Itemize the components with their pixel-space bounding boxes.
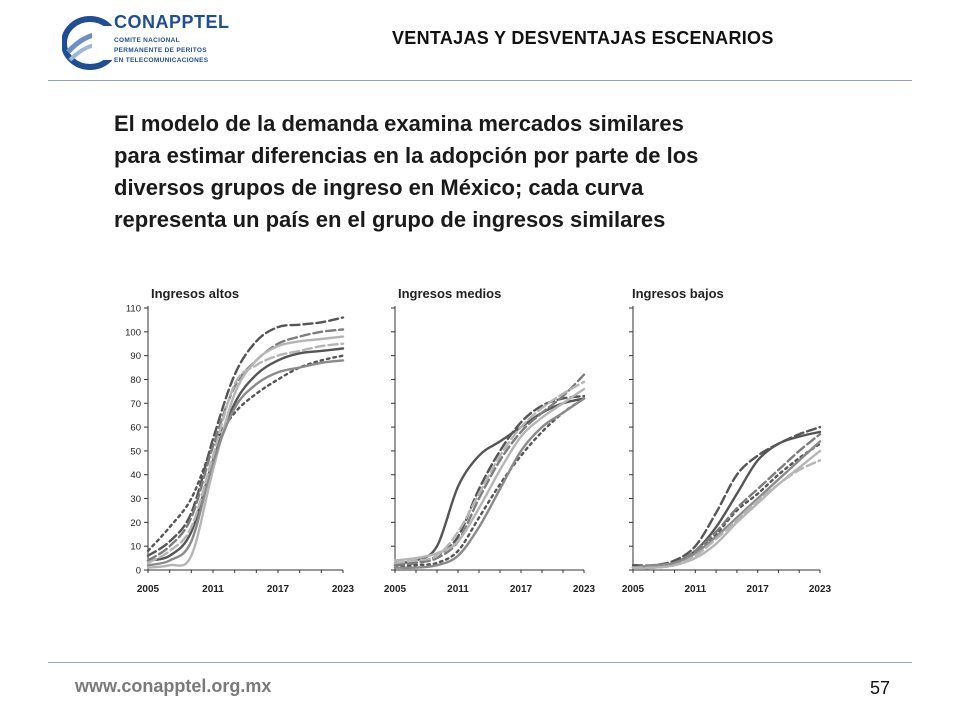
x-tick-label: 2017 (267, 584, 290, 595)
body-paragraph: El modelo de la demanda examina mercados… (114, 108, 834, 236)
y-tick-label: 30 (130, 494, 141, 505)
footer-url[interactable]: www.conapptel.org.mx (75, 676, 272, 696)
series-line-7 (631, 459, 822, 569)
y-tick-label: 70 (130, 399, 141, 410)
footer-divider (48, 662, 912, 663)
body-line-1: El modelo de la demanda examina mercados… (114, 111, 684, 136)
y-tick-label: 110 (126, 304, 141, 315)
header-divider (48, 80, 912, 81)
series-line-3 (631, 442, 822, 569)
chart-panel-2: Ingresos medios 2005 2011 2017 2023 (384, 286, 596, 595)
y-tick-label: 100 (125, 327, 141, 338)
series-line-7 (393, 380, 586, 565)
body-line-3: diversos grupos de ingreso en México; ca… (114, 175, 644, 200)
logo-name: CONAPPTEL (114, 12, 230, 32)
x-tick-label: 2005 (622, 584, 645, 595)
chart-title: Ingresos altos (151, 286, 239, 301)
series-line-7 (146, 342, 345, 565)
y-tick-label: 90 (130, 351, 141, 362)
y-tick-label: 80 (130, 375, 141, 386)
x-tick-label: 2023 (332, 584, 355, 595)
y-tick-label: 0 (136, 566, 141, 577)
logo-swoosh-icon (62, 16, 118, 70)
x-tick-label: 2011 (202, 584, 224, 595)
chart-title: Ingresos medios (398, 286, 501, 301)
logo-line-1: COMITE NACIONAL (114, 37, 180, 44)
series-line-5 (146, 335, 345, 569)
x-tick-label: 2005 (384, 584, 407, 595)
y-tick-label: 60 (130, 423, 141, 434)
series-line-4 (631, 433, 822, 570)
series-line-4 (393, 373, 586, 567)
x-tick-label: 2011 (447, 584, 469, 595)
y-tick-label: 20 (130, 518, 141, 529)
page-number: 57 (870, 678, 891, 698)
chart-title: Ingresos bajos (632, 286, 724, 301)
x-tick-label: 2011 (684, 584, 706, 595)
series-line-3 (146, 354, 345, 553)
slide-title: VENTAJAS Y DESVENTAJAS ESCENARIOS (392, 28, 774, 48)
series-line-1 (146, 347, 345, 562)
series-line-2 (146, 316, 345, 557)
series-line-6 (146, 359, 345, 567)
y-tick-label: 50 (130, 446, 141, 457)
series-line-2 (631, 425, 822, 567)
series-line-1 (631, 430, 822, 570)
x-tick-label: 2017 (510, 584, 533, 595)
series-line-3 (393, 397, 586, 569)
logo-line-3: EN TELECOMUNICACIONES (114, 57, 209, 64)
y-tick-label: 40 (130, 470, 141, 481)
body-line-4: representa un país en el grupo de ingres… (114, 207, 666, 232)
x-tick-label: 2017 (747, 584, 770, 595)
chart-panel-3: Ingresos bajos 2005 2011 2017 2023 (622, 286, 832, 595)
x-tick-label: 2023 (573, 584, 596, 595)
x-tick-label: 2023 (809, 584, 832, 595)
logo-line-2: PERMANENTE DE PERITOS (114, 47, 207, 54)
chart-panel-1: Ingresos altos 0 10 20 30 40 50 60 70 80 90 100 110 2… (125, 286, 354, 595)
body-line-2: para estimar diferencias en la adopción … (114, 143, 699, 168)
series-line-5 (393, 387, 586, 562)
x-tick-label: 2005 (137, 584, 160, 595)
series-line-6 (393, 397, 586, 569)
y-tick-label: 10 (130, 542, 141, 553)
series-line-6 (631, 440, 822, 569)
conapptel-logo: CONAPPTEL COMITE NACIONAL PERMANENTE DE … (62, 12, 252, 74)
